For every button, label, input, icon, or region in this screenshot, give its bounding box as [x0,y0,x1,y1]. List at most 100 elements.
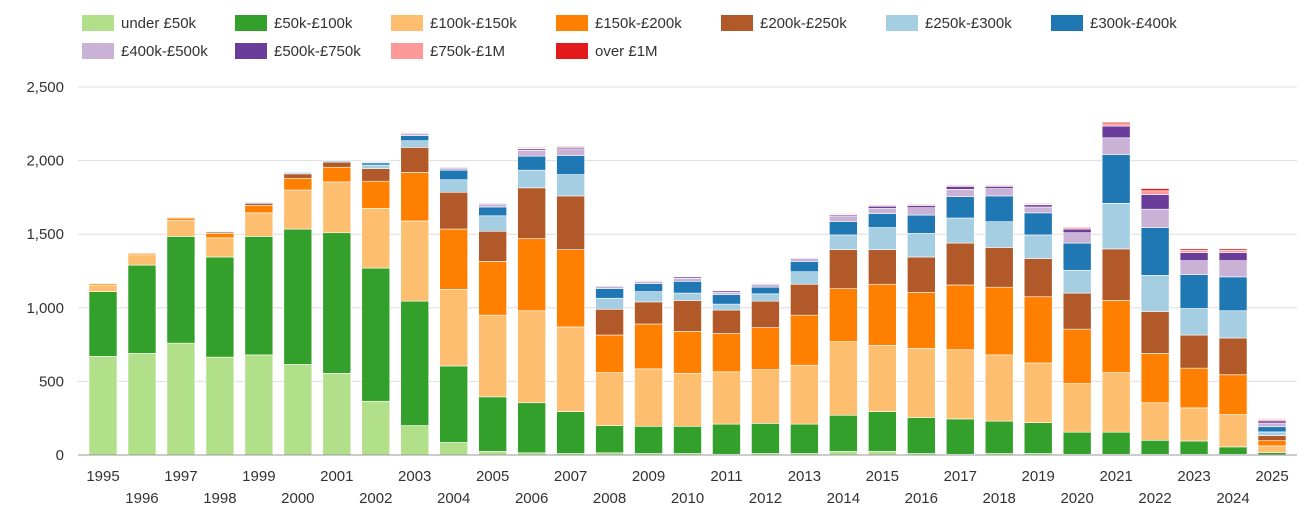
bar-segment[interactable] [556,148,585,156]
legend-item[interactable]: £400k-£500k [82,43,235,60]
bar-segment[interactable] [244,212,274,237]
bar-segment[interactable] [595,286,624,289]
bar-segment[interactable] [1218,337,1248,376]
bar-segment[interactable] [1140,353,1170,404]
bar-segment[interactable] [439,228,469,290]
bar-segment[interactable] [1062,383,1092,433]
bar-segment[interactable] [1257,426,1287,433]
bar-segment[interactable] [1140,208,1170,228]
bar-segment[interactable] [1140,439,1170,455]
bar-segment[interactable] [634,291,663,303]
bar-segment[interactable] [751,286,780,295]
bar-segment[interactable] [244,202,274,206]
bar-segment[interactable] [400,133,430,136]
bar-stack-2010[interactable] [673,275,702,456]
bar-segment[interactable] [1179,248,1209,251]
bar-segment[interactable] [1179,334,1209,369]
bar-segment[interactable] [517,169,546,189]
bar-segment[interactable] [1257,440,1287,447]
legend-item[interactable]: £500k-£750k [235,43,391,60]
bar-segment[interactable] [1140,402,1170,441]
bar-segment[interactable] [634,301,663,325]
bar-segment[interactable] [673,278,702,282]
bar-stack-2024[interactable] [1218,248,1248,456]
bar-stack-2012[interactable] [751,282,780,456]
bar-segment[interactable] [1218,414,1248,448]
bar-stack-1999[interactable] [244,200,274,456]
bar-segment[interactable] [712,371,741,425]
bar-segment[interactable] [517,187,546,239]
bar-segment[interactable] [517,147,546,149]
bar-segment[interactable] [945,217,975,244]
bar-segment[interactable] [868,345,897,412]
bar-segment[interactable] [478,314,507,398]
bar-segment[interactable] [1257,431,1287,436]
bar-segment[interactable] [1023,296,1053,364]
bar-stack-2017[interactable] [945,184,975,456]
bar-segment[interactable] [673,373,702,427]
bar-segment[interactable] [790,423,819,454]
bar-segment[interactable] [1101,372,1131,433]
bar-segment[interactable] [1257,422,1287,428]
bar-segment[interactable] [1023,422,1053,454]
bar-segment[interactable] [945,189,975,197]
bar-segment[interactable] [790,261,819,273]
bar-segment[interactable] [751,369,780,424]
bar-segment[interactable] [906,417,936,454]
bar-segment[interactable] [1062,269,1092,294]
bar-segment[interactable] [166,217,196,221]
bar-segment[interactable] [790,258,819,262]
bar-segment[interactable] [595,308,624,336]
bar-segment[interactable] [945,184,975,186]
bar-segment[interactable] [1101,154,1131,204]
bar-segment[interactable] [673,281,702,294]
bar-segment[interactable] [829,249,858,289]
bar-segment[interactable] [283,364,313,456]
bar-stack-2007[interactable] [556,145,585,456]
bar-segment[interactable] [751,283,780,288]
bar-segment[interactable] [595,425,624,454]
bar-segment[interactable] [790,271,819,285]
bar-stack-2016[interactable] [906,203,936,456]
bar-segment[interactable] [984,184,1014,186]
bar-segment[interactable] [1140,194,1170,210]
bar-stack-2005[interactable] [478,202,507,456]
bar-segment[interactable] [166,236,196,344]
bar-segment[interactable] [790,364,819,425]
bar-segment[interactable] [88,284,118,292]
bar-stack-1996[interactable] [127,251,157,456]
bar-segment[interactable] [127,254,157,266]
bar-segment[interactable] [829,221,858,236]
bar-segment[interactable] [205,237,235,258]
bar-segment[interactable] [712,294,741,305]
bar-segment[interactable] [595,334,624,373]
bar-segment[interactable] [1140,190,1170,195]
bar-segment[interactable] [361,180,391,209]
bar-segment[interactable] [595,372,624,426]
bar-segment[interactable] [1257,445,1287,453]
bar-segment[interactable] [244,354,274,456]
bar-segment[interactable] [945,196,975,219]
bar-segment[interactable] [673,292,702,301]
bar-stack-2004[interactable] [439,166,469,456]
bar-segment[interactable] [205,256,235,358]
bar-stack-1995[interactable] [88,282,118,456]
bar-segment[interactable] [88,291,118,357]
bar-stack-2025[interactable] [1257,418,1287,456]
legend-item[interactable]: £50k-£100k [235,15,391,32]
bar-segment[interactable] [829,234,858,250]
bar-segment[interactable] [906,347,936,418]
bar-segment[interactable] [244,236,274,356]
bar-segment[interactable] [517,238,546,312]
bar-segment[interactable] [906,292,936,349]
bar-segment[interactable] [1101,248,1131,301]
bar-segment[interactable] [984,186,1014,189]
bar-segment[interactable] [556,195,585,250]
bar-stack-1997[interactable] [166,215,196,456]
bar-segment[interactable] [712,333,741,373]
bar-segment[interactable] [1062,242,1092,271]
bar-segment[interactable] [400,140,430,148]
bar-segment[interactable] [439,167,469,171]
bar-segment[interactable] [1023,202,1053,205]
bar-segment[interactable] [400,300,430,426]
